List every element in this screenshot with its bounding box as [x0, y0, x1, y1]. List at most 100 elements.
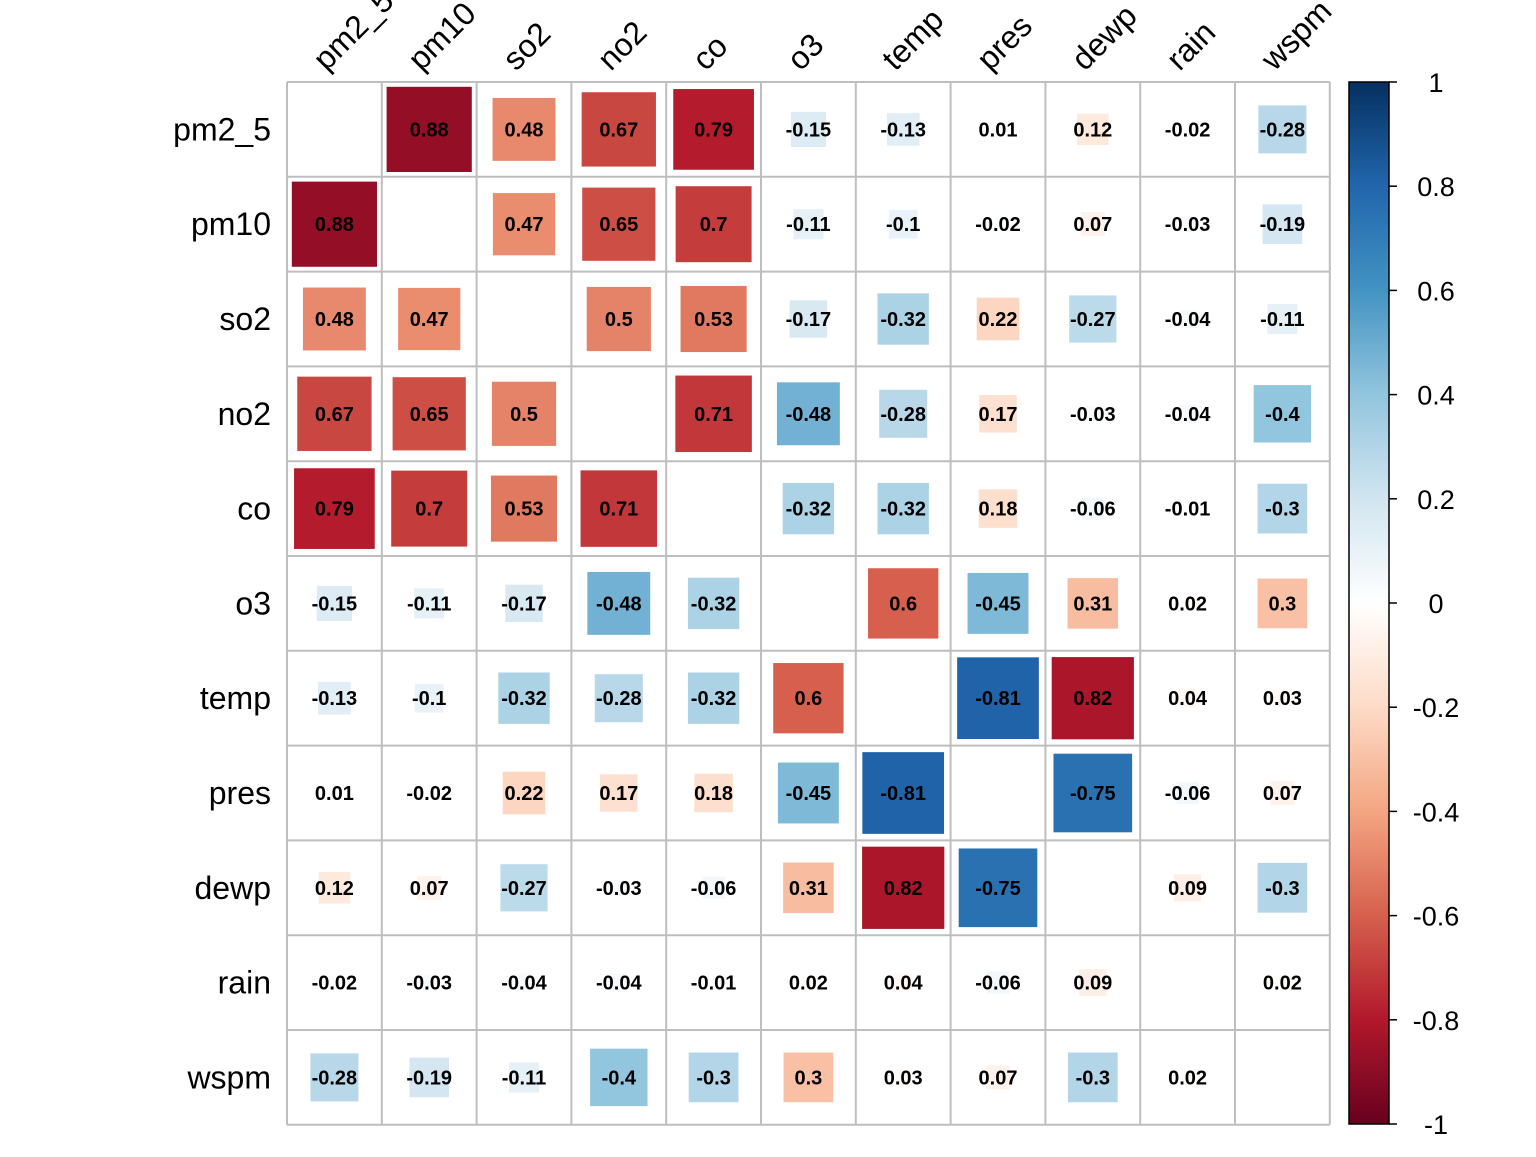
row-label-dewp: dewp: [195, 870, 272, 906]
cell-value-dewp-pres: -0.75: [975, 878, 1021, 900]
cell-square-temp-so2: [498, 672, 550, 724]
cell-value-wspm-temp: 0.03: [884, 1067, 923, 1089]
cell-value-pres-pm10: -0.02: [406, 783, 452, 805]
cell-square-dewp-pm2_5: [318, 872, 351, 904]
cell-value-so2-pres: 0.22: [979, 309, 1018, 331]
cell-square-pm2_5-temp: [886, 113, 920, 146]
column-label-pm10: pm10: [401, 0, 483, 77]
colorbar-tick-label: -0.2: [1413, 693, 1460, 723]
cell-square-pm10-rain: [1179, 216, 1196, 233]
cell-square-no2-pm10: [392, 377, 466, 451]
cell-value-wspm-pres: 0.07: [979, 1067, 1018, 1089]
cell-square-dewp-pm10: [417, 875, 442, 900]
cell-square-pm2_5-pres: [993, 124, 1003, 134]
cell-value-rain-o3: 0.02: [789, 973, 828, 995]
cell-square-temp-co: [687, 672, 740, 724]
column-label-rain: rain: [1159, 14, 1222, 77]
row-label-so2: so2: [219, 301, 271, 337]
cell-value-o3-pm2_5: -0.15: [312, 593, 358, 615]
colorbar-tick-label: 0.8: [1417, 172, 1455, 202]
cell-value-pm2_5-wspm: -0.28: [1260, 119, 1306, 141]
cell-square-pm2_5-co: [673, 89, 754, 170]
cell-square-so2-no2: [586, 286, 651, 352]
cell-square-rain-pm10: [421, 974, 438, 991]
cell-value-dewp-temp: 0.82: [884, 878, 923, 900]
cell-square-temp-rain: [1178, 689, 1197, 708]
cell-square-dewp-wspm: [1257, 862, 1308, 913]
cell-square-dewp-co: [702, 876, 725, 899]
cell-value-pm2_5-o3: -0.15: [786, 119, 832, 141]
cell-value-no2-pm10: 0.65: [410, 404, 449, 426]
cell-value-rain-co: -0.01: [691, 973, 737, 995]
cell-value-no2-pm2_5: 0.67: [315, 404, 354, 426]
cell-square-o3-temp: [868, 568, 939, 639]
cell-value-rain-pm10: -0.03: [406, 973, 452, 995]
cell-value-wspm-dewp: -0.3: [1076, 1067, 1110, 1089]
cell-value-temp-pm2_5: -0.13: [312, 688, 358, 710]
cell-value-co-temp: -0.32: [880, 499, 926, 521]
row-label-rain: rain: [218, 965, 271, 1001]
cell-square-pm10-pm2_5: [291, 181, 377, 267]
cell-value-o3-co: -0.32: [691, 593, 737, 615]
cell-square-so2-dewp: [1069, 295, 1117, 343]
cell-value-rain-pm2_5: -0.02: [312, 973, 358, 995]
cell-value-co-pres: 0.18: [979, 499, 1018, 521]
row-labels: pm2_5 pm10 so2 no2 co o3 temp pres dewp rain wspm: [173, 111, 271, 1095]
cell-square-wspm-co: [688, 1052, 739, 1103]
cell-square-co-pm10: [391, 470, 468, 547]
cell-value-pm2_5-co: 0.79: [694, 119, 733, 141]
cell-square-wspm-pres: [985, 1065, 1011, 1090]
cell-square-pres-pm2_5: [329, 788, 339, 798]
cell-value-co-so2: 0.53: [505, 499, 544, 521]
cell-value-wspm-o3: 0.3: [794, 1067, 822, 1089]
column-label-no2: no2: [590, 14, 653, 77]
cell-square-so2-wspm: [1267, 303, 1298, 335]
cell-square-o3-dewp: [1067, 578, 1119, 629]
colorbar-tick-label: 0.6: [1417, 276, 1455, 306]
cell-value-o3-temp: 0.6: [889, 593, 917, 615]
cell-square-pm10-co: [675, 186, 752, 263]
cell-value-pres-temp: -0.81: [880, 783, 926, 805]
cell-square-co-temp: [877, 482, 929, 535]
cell-square-rain-wspm: [1275, 976, 1289, 990]
cell-square-pres-no2: [600, 774, 638, 812]
cell-value-temp-co: -0.32: [691, 688, 737, 710]
cell-value-o3-pm10: -0.11: [407, 593, 451, 615]
cell-value-o3-pres: -0.45: [975, 593, 1021, 615]
cell-square-temp-pm10: [414, 683, 444, 713]
cell-value-co-pm2_5: 0.79: [315, 499, 354, 521]
cell-value-rain-so2: -0.04: [501, 973, 547, 995]
cell-value-pres-rain: -0.06: [1165, 783, 1211, 805]
cell-value-wspm-pm2_5: -0.28: [312, 1067, 358, 1089]
cell-square-so2-o3: [789, 300, 828, 338]
cell-value-o3-rain: 0.02: [1168, 593, 1207, 615]
cell-value-pm10-temp: -0.1: [886, 214, 920, 236]
column-label-temp: temp: [875, 1, 951, 77]
cell-value-so2-no2: 0.5: [605, 309, 633, 331]
cell-value-no2-wspm: -0.4: [1265, 404, 1300, 426]
cell-value-pres-so2: 0.22: [505, 783, 544, 805]
cell-value-so2-temp: -0.32: [880, 309, 926, 331]
heatmap-grid: [286, 81, 1331, 1126]
cell-square-dewp-pres: [958, 848, 1038, 928]
cell-value-rain-wspm: 0.02: [1263, 973, 1302, 995]
column-label-o3: o3: [780, 26, 831, 77]
cell-value-temp-pres: -0.81: [975, 688, 1021, 710]
cell-square-dewp-temp: [862, 846, 945, 929]
column-labels: pm2_5 pm10 so2 no2 co o3 temp pres dewp rain wspm: [306, 0, 1339, 78]
cell-value-labels: 0.88 0.48 0.67 0.79 -0.15 -0.13 0.01 0.12 -0.02 -…: [312, 119, 1306, 1089]
cell-value-o3-no2: -0.48: [596, 593, 642, 615]
cell-value-co-wspm: -0.3: [1265, 499, 1299, 521]
cell-value-so2-pm2_5: 0.48: [315, 309, 354, 331]
cell-square-no2-wspm: [1253, 385, 1312, 443]
cell-value-wspm-co: -0.3: [696, 1067, 730, 1089]
cell-value-pm10-co: 0.7: [700, 214, 728, 236]
column-label-dewp: dewp: [1064, 0, 1144, 77]
cell-square-wspm-rain: [1181, 1070, 1195, 1084]
cell-square-co-no2: [580, 470, 658, 547]
cell-square-pres-temp: [862, 752, 945, 834]
row-label-pm10: pm10: [191, 206, 271, 242]
cell-square-pres-rain: [1176, 781, 1199, 805]
cell-value-pres-o3: -0.45: [786, 783, 832, 805]
